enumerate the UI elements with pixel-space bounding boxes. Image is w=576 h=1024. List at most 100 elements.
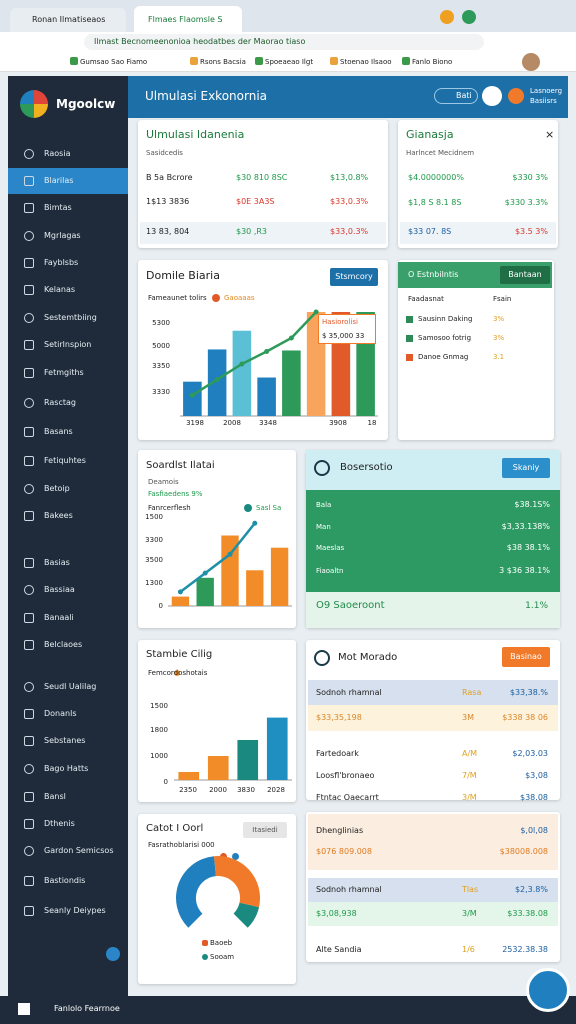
x-label: 2028 (267, 786, 285, 794)
bookmark[interactable]: Rsons Bacsia (200, 58, 246, 66)
nav-item[interactable]: Kelanas (44, 285, 76, 294)
nav-item[interactable]: Blarilas (44, 176, 74, 185)
nav-item[interactable]: Seudl Ualilag (44, 682, 97, 691)
fab[interactable] (526, 968, 570, 1012)
y-label: 3330 (152, 388, 170, 396)
start-button[interactable] (18, 1003, 30, 1015)
taskbar-search[interactable]: Fanlolo Fearrnoe (54, 1004, 120, 1013)
nav-item[interactable]: Betoip (44, 484, 70, 493)
nav-item[interactable]: Rasctag (44, 398, 76, 407)
nav-item[interactable]: Mgrlagas (44, 231, 81, 240)
nav-item[interactable]: Basias (44, 558, 70, 567)
address-bar[interactable] (84, 34, 484, 50)
nav-icon (24, 682, 34, 692)
card-button-text: Itasiedi (252, 826, 278, 834)
card-icon (314, 460, 330, 476)
x-label: 3198 (186, 419, 204, 427)
cell: Tlas (462, 885, 479, 894)
cell: $3,08 (525, 771, 548, 780)
nav-item[interactable]: Fayblsbs (44, 258, 79, 267)
tab[interactable] (10, 8, 126, 32)
nav-item[interactable]: Bassiaa (44, 585, 75, 594)
x-label: 2350 (179, 786, 197, 794)
nav-icon (24, 398, 34, 408)
bookmark[interactable]: Stoenao Ilsaoo (340, 58, 392, 66)
nav-item[interactable]: Gardon Semicsos (44, 846, 114, 855)
legend-item: Gaoaaas (224, 294, 255, 302)
legend-square (406, 335, 413, 342)
nav-item[interactable]: Sebstanes (44, 736, 86, 745)
callout-text: $ 35,000 33 (322, 332, 365, 340)
brand-logo (20, 90, 48, 118)
card-button[interactable] (502, 458, 550, 478)
nav-item[interactable]: Fetiquhtes (44, 456, 86, 465)
nav-item[interactable]: Sestemtbiing (44, 313, 97, 322)
legend-dot (232, 853, 239, 860)
nav-item[interactable]: Donanls (44, 709, 77, 718)
nav-icon (24, 484, 34, 494)
cell: $2,3.8% (514, 885, 548, 894)
card-title: Catot I Oorl (146, 823, 204, 834)
header-button-text: Bati (456, 91, 472, 100)
cell: $3.5 3% (514, 227, 548, 236)
bookmark-icon (255, 57, 263, 65)
y-label: 0 (158, 602, 163, 610)
nav-item[interactable]: Basans (44, 427, 73, 436)
cell: $33,0.3% (330, 197, 369, 206)
bookmark[interactable]: Fanlo Biono (412, 58, 453, 66)
row-value: $3,33.138% (501, 522, 550, 531)
nav-item[interactable]: Bimtas (44, 203, 72, 212)
table-row (308, 680, 558, 706)
nav-icon (24, 176, 34, 186)
nav-item[interactable]: Fetmgiths (44, 368, 84, 377)
user-role: Basiisrs (530, 97, 557, 105)
cell: 3/M (462, 793, 477, 802)
nav-item[interactable]: Belclaoes (44, 640, 83, 649)
bookmark[interactable]: Spoeaeao Ilgt (265, 58, 314, 66)
card-button[interactable] (330, 268, 378, 286)
nav-item[interactable]: Banaali (44, 613, 74, 622)
cell: 13 83, 804 (146, 227, 190, 236)
cell: $0E 3A3S (236, 197, 275, 206)
nav-item[interactable]: Bansl (44, 792, 66, 801)
footer-label: O9 Saoeroont (316, 600, 385, 611)
header-button[interactable] (434, 88, 478, 104)
cell: $30 ,R3 (236, 227, 268, 236)
bookmark[interactable]: Gumsao Sao Fiamo (80, 58, 148, 66)
cell: $33 07. 8S (408, 227, 452, 236)
card-subtitle: Sasidcedis (146, 149, 183, 157)
cell: 1/6 (462, 945, 475, 954)
cell: Rasa (462, 688, 482, 697)
cell: $076 809.008 (316, 847, 372, 856)
nav-item[interactable]: Setirlnspion (44, 340, 92, 349)
y-label: 1500 (145, 513, 163, 521)
nav-item[interactable]: Bago Hatts (44, 764, 89, 773)
row-value: 3% (493, 315, 505, 323)
card-title: Domile Biaria (146, 269, 220, 282)
taskbar (0, 996, 576, 1024)
bookmark-icon (190, 57, 198, 65)
cell: 3/M (462, 909, 477, 918)
y-label: 3300 (145, 536, 163, 544)
close-button[interactable]: × (545, 128, 555, 141)
card-button[interactable] (502, 647, 550, 667)
nav-icon (24, 285, 34, 295)
card-icon (314, 650, 330, 666)
cell: Sodnoh rhamnal (316, 885, 382, 894)
nav-item[interactable]: Bastiondis (44, 876, 86, 885)
bookmark-icon (402, 57, 410, 65)
tab-active[interactable] (134, 6, 242, 32)
nav-item[interactable]: Bakees (44, 511, 73, 520)
brand: Mgoolcw (56, 97, 116, 111)
card-button[interactable] (500, 266, 550, 284)
card-button[interactable] (243, 822, 287, 838)
nav-item[interactable]: Seanly Deiypes (44, 906, 106, 915)
y-label: 1500 (150, 702, 168, 710)
cell: $33.38.08 (507, 909, 548, 918)
highlight: Fasfiaedens 9% (148, 490, 203, 498)
card-title: Ulmulasi Idanenia (146, 128, 245, 141)
nav-item[interactable]: Dthenis (44, 819, 75, 828)
nav-item[interactable]: Raosia (44, 149, 71, 158)
nav-icon (24, 906, 34, 916)
